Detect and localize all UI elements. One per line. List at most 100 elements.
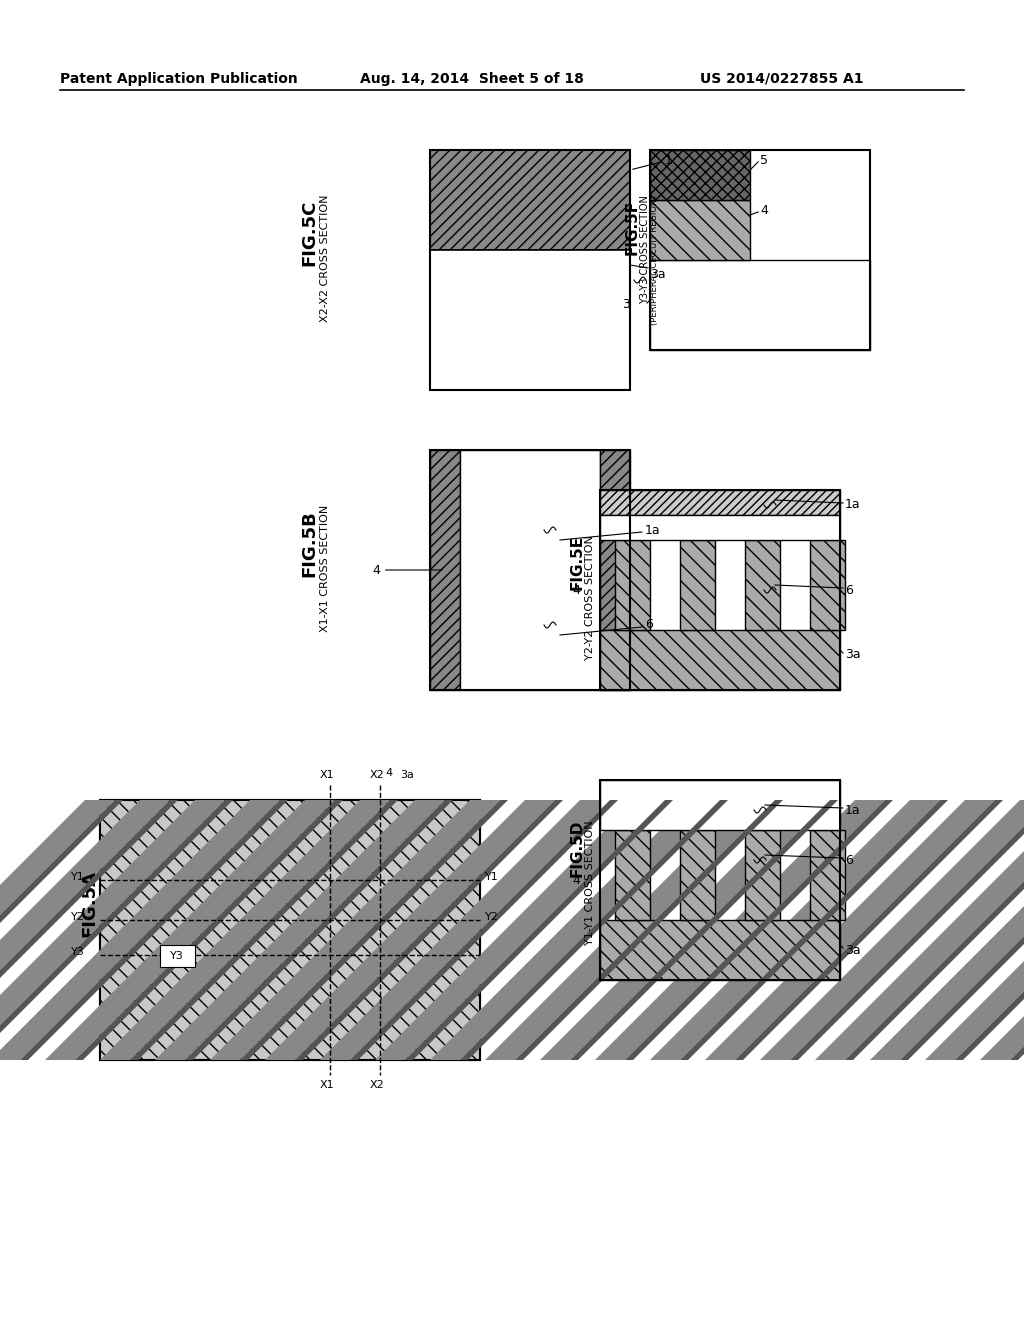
Polygon shape [540,800,830,1060]
Text: US 2014/0227855 A1: US 2014/0227855 A1 [700,73,863,86]
Bar [615,540,650,630]
Polygon shape [430,800,720,1060]
Text: X2: X2 [370,770,384,780]
Bar [430,450,460,690]
Polygon shape [925,800,1024,1060]
Text: 4: 4 [572,874,580,887]
Bar [600,490,840,515]
Polygon shape [185,800,453,1060]
Polygon shape [625,800,893,1060]
Bar [745,830,780,920]
Text: X2: X2 [370,1080,384,1090]
Text: FIG.5E: FIG.5E [570,535,585,590]
Polygon shape [0,800,280,1060]
Text: FIG.5A: FIG.5A [80,870,98,937]
Polygon shape [20,800,288,1060]
Bar [460,450,600,690]
Polygon shape [870,800,1024,1060]
Text: 1: 1 [633,153,673,169]
Polygon shape [980,800,1024,1060]
Text: 6: 6 [845,583,853,597]
Polygon shape [955,800,1024,1060]
Text: Y2-Y2 CROSS SECTION: Y2-Y2 CROSS SECTION [585,535,595,660]
Polygon shape [1010,800,1024,1060]
Text: 1a: 1a [645,524,660,536]
Text: X1-X1 CROSS SECTION: X1-X1 CROSS SECTION [319,506,330,632]
Bar [600,490,840,690]
Polygon shape [295,800,563,1060]
Bar [745,540,780,630]
Polygon shape [0,800,170,1060]
Text: 1a: 1a [845,804,860,817]
Bar [100,800,480,1060]
Polygon shape [319,800,610,1060]
Polygon shape [0,800,225,1060]
Bar [430,150,630,249]
Text: X2-X2 CROSS SECTION: X2-X2 CROSS SECTION [319,195,330,322]
Polygon shape [155,800,445,1060]
Text: Aug. 14, 2014  Sheet 5 of 18: Aug. 14, 2014 Sheet 5 of 18 [360,73,584,86]
Polygon shape [350,800,618,1060]
Bar [615,830,650,920]
Polygon shape [45,800,335,1060]
Bar [810,830,845,920]
Polygon shape [570,800,838,1060]
Bar [650,150,750,201]
Polygon shape [0,800,123,1060]
Bar [680,540,715,630]
Bar [600,780,840,979]
Text: 1a: 1a [845,499,860,511]
Polygon shape [240,800,508,1060]
Polygon shape [0,800,115,1060]
Text: Patent Application Publication: Patent Application Publication [60,73,298,86]
Polygon shape [900,800,1024,1060]
Polygon shape [210,800,500,1060]
Text: 6: 6 [845,854,853,866]
Polygon shape [815,800,1024,1060]
Polygon shape [845,800,1024,1060]
Text: 5: 5 [760,153,768,166]
Text: Y2: Y2 [71,912,85,921]
Bar [600,920,840,979]
Text: 4: 4 [572,583,580,597]
Text: 4: 4 [385,768,392,777]
Text: Y1: Y1 [72,873,85,882]
Text: 3a: 3a [845,944,860,957]
Text: 4: 4 [372,564,442,577]
Text: FIG.5F: FIG.5F [625,201,640,255]
Text: 4: 4 [760,203,768,216]
Polygon shape [130,800,398,1060]
Polygon shape [485,800,775,1060]
Text: FIG.5C: FIG.5C [300,201,318,267]
Text: 3a: 3a [845,648,860,661]
Text: 3a: 3a [400,770,414,780]
Polygon shape [100,800,390,1060]
Polygon shape [760,800,1024,1060]
Bar [680,830,715,920]
Text: Y3: Y3 [170,950,184,961]
Polygon shape [406,800,673,1060]
Bar [600,630,840,690]
Polygon shape [460,800,728,1060]
Text: X1: X1 [319,770,334,780]
Text: FIG.5B: FIG.5B [300,510,318,577]
Bar [650,150,870,350]
Text: (PERIPHERAL CIRCUIT REGION): (PERIPHERAL CIRCUIT REGION) [650,195,659,325]
Bar [600,780,840,830]
Text: Y2: Y2 [485,912,499,921]
Bar [810,540,845,630]
Text: 3a: 3a [650,268,666,281]
Text: Y1: Y1 [485,873,499,882]
Polygon shape [265,800,555,1060]
Polygon shape [735,800,1002,1060]
Bar [600,450,630,690]
Bar [100,800,480,1060]
Text: 3: 3 [623,298,630,312]
Bar [650,260,870,350]
Bar [650,201,750,260]
Polygon shape [650,800,940,1060]
Text: Y3-Y3 CROSS SECTION: Y3-Y3 CROSS SECTION [640,195,650,304]
Bar [160,945,195,968]
Text: FIG.5D: FIG.5D [570,820,585,878]
Bar [430,150,630,389]
